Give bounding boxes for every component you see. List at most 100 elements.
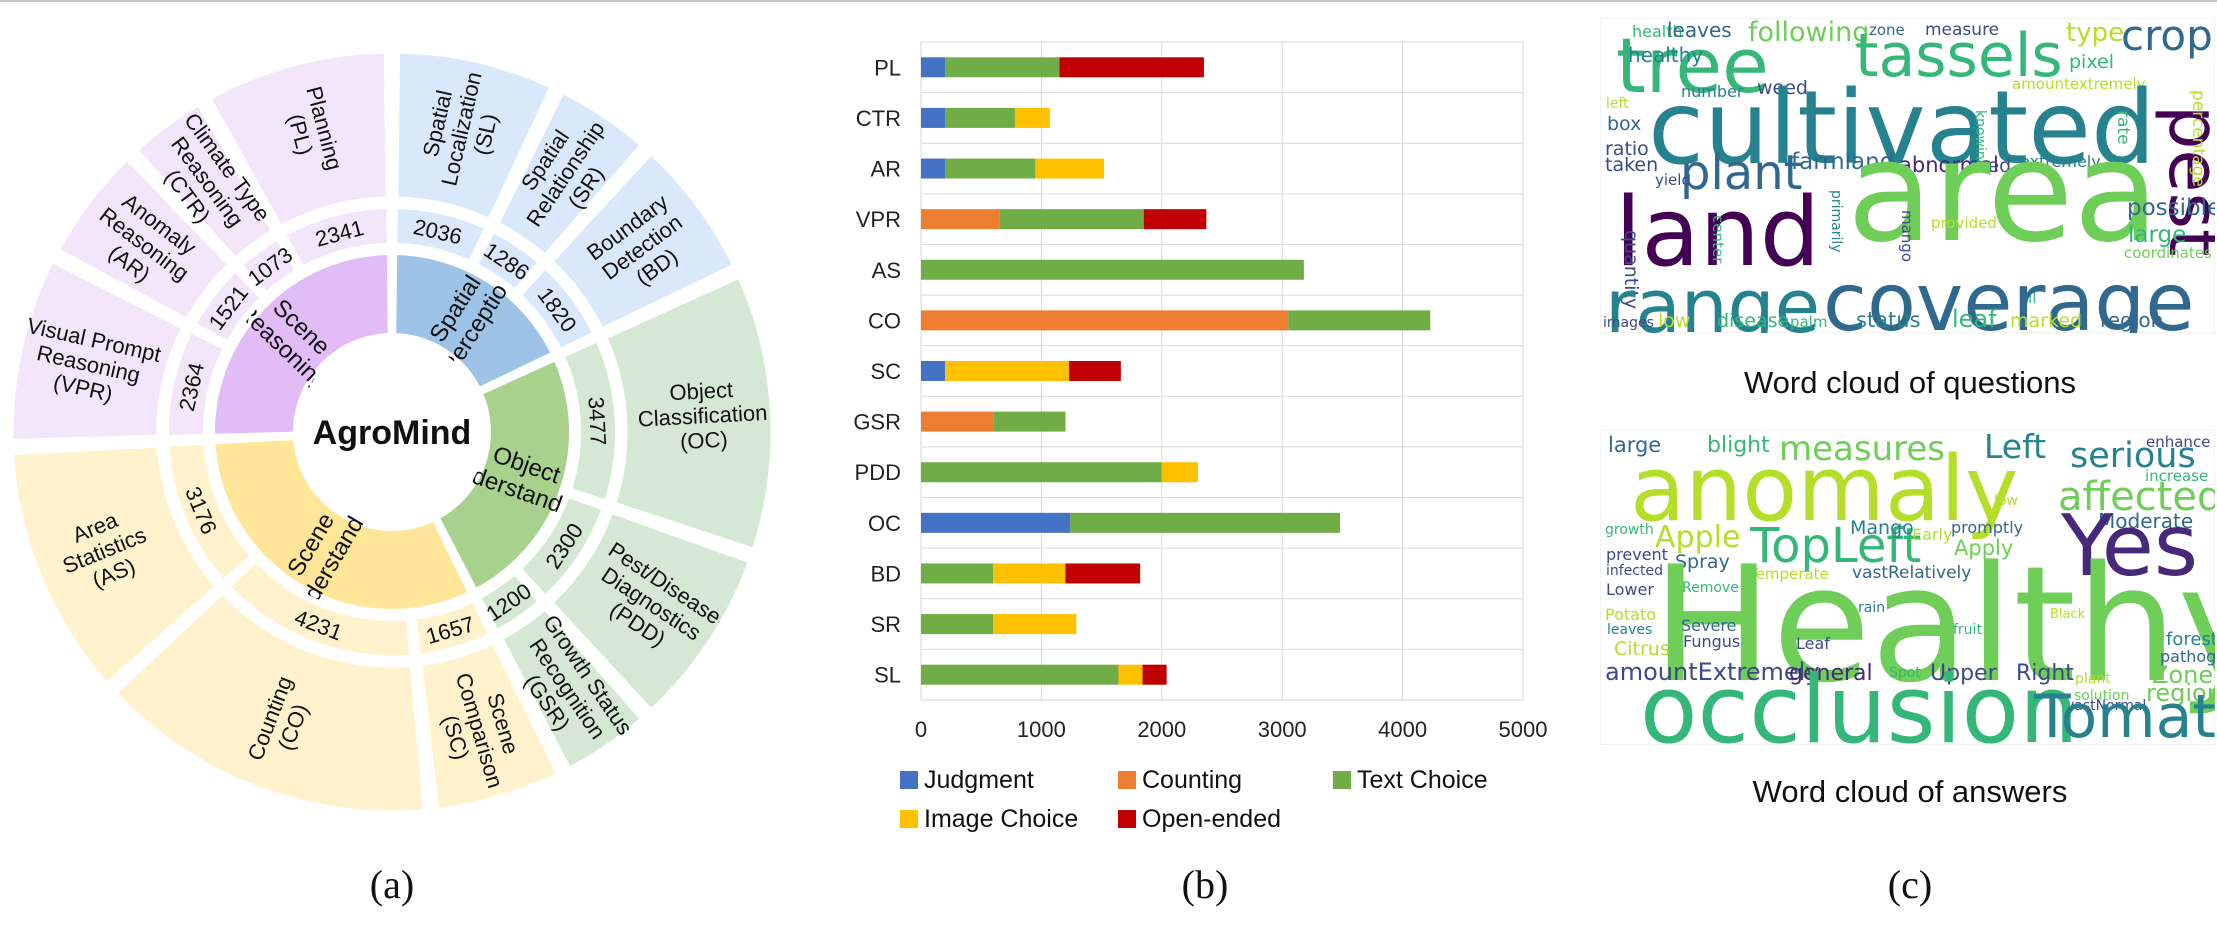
word-blight: blight bbox=[1707, 433, 1770, 458]
word-upper: Upper bbox=[1930, 661, 1998, 686]
word-marked: marked bbox=[2010, 310, 2082, 332]
word-promptly: promptly bbox=[1951, 518, 2023, 537]
legend-label-open-ended: Open-ended bbox=[1142, 805, 1281, 833]
category-label-sc: SC bbox=[870, 359, 901, 384]
x-tick-label: 4000 bbox=[1378, 717, 1427, 742]
word-abnormal: abnormal bbox=[1899, 153, 1999, 177]
word-left: Left bbox=[1984, 427, 2046, 466]
word-spray: Spray bbox=[1675, 551, 1730, 573]
bar-oc-text-choice bbox=[1070, 512, 1340, 533]
word-severe: Severe bbox=[1681, 616, 1736, 635]
word-large: large bbox=[1608, 433, 1661, 457]
word-affected: affected bbox=[2058, 474, 2217, 520]
word-lower: Lower bbox=[1606, 580, 1654, 599]
word-zone: zone bbox=[1869, 21, 1905, 39]
word-ratio: ratio bbox=[1605, 138, 1649, 160]
task-segment-climate-type-reasoning-ctr bbox=[129, 97, 280, 266]
word-spot: Spot bbox=[1889, 665, 1921, 681]
word-low: low bbox=[1658, 310, 1690, 332]
stacked-bar-chart: PL CTR AR VPR AS CO SC GSR PDD OC BD SR SL 0 1000 2000 3… bbox=[853, 41, 1547, 833]
word-following: following bbox=[1748, 17, 1869, 48]
category-label-pdd: PDD bbox=[855, 460, 901, 485]
word-enhance: enhance bbox=[2146, 433, 2210, 451]
word-large: large bbox=[2128, 222, 2186, 248]
word-healthy: Healthy bbox=[1652, 531, 2217, 718]
word-yes: Yes bbox=[2060, 497, 2198, 596]
task-segment-growth-status-recognition-gsr bbox=[494, 601, 650, 776]
category-label-vpr: VPR bbox=[856, 207, 901, 232]
word-mango: Mango bbox=[1850, 517, 1914, 539]
legend-swatch-counting bbox=[1118, 771, 1136, 789]
category-label-ar: AR bbox=[870, 157, 901, 182]
word-leaves: leaves bbox=[1667, 18, 1732, 42]
word-amountextremely: amountextremely bbox=[2012, 75, 2146, 93]
bar-vpr-open-ended bbox=[1143, 209, 1207, 230]
x-tick-label: 1000 bbox=[1017, 717, 1066, 742]
x-tick-label: 2000 bbox=[1137, 717, 1186, 742]
legend-swatch-image-choice bbox=[900, 810, 918, 828]
word-occlusion: occlusion bbox=[1640, 656, 2079, 765]
legend-label-judgment: Judgment bbox=[924, 766, 1034, 794]
count-segment-pest-disease-diagnostics-pdd bbox=[513, 490, 609, 603]
task-segment-visual-prompt-reasoning-vpr bbox=[6, 254, 190, 446]
bar-pl-text-choice bbox=[945, 57, 1060, 78]
word-disease: disease bbox=[1717, 310, 1789, 332]
sunburst-chart: SpatialPerception2036SpatialLocalization… bbox=[6, 46, 778, 818]
category-label-sl: SL bbox=[874, 663, 901, 688]
word-early: Early bbox=[1912, 525, 1952, 544]
word-percentage: percentage bbox=[2188, 90, 2208, 187]
category-label-co: CO bbox=[868, 308, 901, 333]
word-crop: crop bbox=[2121, 11, 2213, 60]
word-fungus: Fungus bbox=[1683, 632, 1740, 651]
word-left: left bbox=[1606, 96, 1629, 112]
word-fruit: fruit bbox=[1953, 622, 1982, 638]
inner-ring-scene-understanding bbox=[209, 433, 476, 615]
word-citrus: Citrus bbox=[1614, 638, 1670, 660]
word-vastnormal: vastNormal bbox=[2066, 698, 2146, 714]
word-potato: Potato bbox=[1605, 605, 1656, 624]
word-healthy: healthy bbox=[1628, 43, 1703, 67]
count-segment-area-statistics-as bbox=[163, 438, 258, 587]
wordcloud-box bbox=[1600, 430, 2215, 745]
count-segment-boundary-detection-bd bbox=[513, 261, 600, 356]
legend-swatch-text-choice bbox=[1333, 771, 1351, 789]
word-black: Black bbox=[2050, 607, 2086, 622]
count-segment-spatial-localization-sl bbox=[391, 202, 492, 268]
wordcloud-box bbox=[1600, 18, 2215, 333]
word-pixel: pixel bbox=[2069, 51, 2114, 73]
word-forest: forest bbox=[2166, 629, 2217, 650]
bar-bd-image-choice bbox=[993, 563, 1066, 584]
bar-vpr-counting bbox=[921, 209, 1000, 230]
word-tassels: tassels bbox=[1855, 21, 2063, 91]
word-leaf: Leaf bbox=[1796, 634, 1830, 653]
word-low: low bbox=[1994, 493, 2018, 509]
legend-label-counting: Counting bbox=[1142, 766, 1242, 794]
task-segment-pest-disease-diagnostics-pdd bbox=[544, 505, 757, 718]
word-right: Right bbox=[2016, 661, 2074, 686]
bar-sc-image-choice bbox=[945, 361, 1070, 381]
word-center: center bbox=[1709, 215, 1727, 264]
word-land: land bbox=[1615, 178, 1820, 288]
bar-ctr-image-choice bbox=[1014, 107, 1050, 128]
word-apple: Apple bbox=[1655, 520, 1740, 555]
bar-ar-image-choice bbox=[1035, 158, 1105, 179]
bar-as-text-choice bbox=[921, 259, 1304, 280]
word-increase: increase bbox=[2145, 467, 2208, 485]
word-cultivated: cultivated bbox=[1648, 69, 2156, 188]
count-segment-anomaly-reasoning-ar bbox=[188, 264, 268, 348]
word-solution: solution bbox=[2074, 688, 2129, 704]
word-extremely: extremely bbox=[2020, 152, 2101, 171]
task-segment-scene-comparison-sc bbox=[414, 635, 565, 816]
word-measures: measures bbox=[1779, 429, 1945, 469]
task-segment-counting-co bbox=[108, 585, 431, 818]
word-knowing: knowing bbox=[1972, 110, 1988, 169]
bar-bd-open-ended bbox=[1065, 563, 1141, 584]
bar-ctr-judgment bbox=[921, 107, 946, 128]
word-remove: Remove bbox=[1682, 580, 1739, 596]
word-health: health bbox=[1632, 22, 1683, 41]
panel-label-a: (a) bbox=[370, 862, 414, 907]
word-images: images bbox=[1603, 315, 1654, 331]
